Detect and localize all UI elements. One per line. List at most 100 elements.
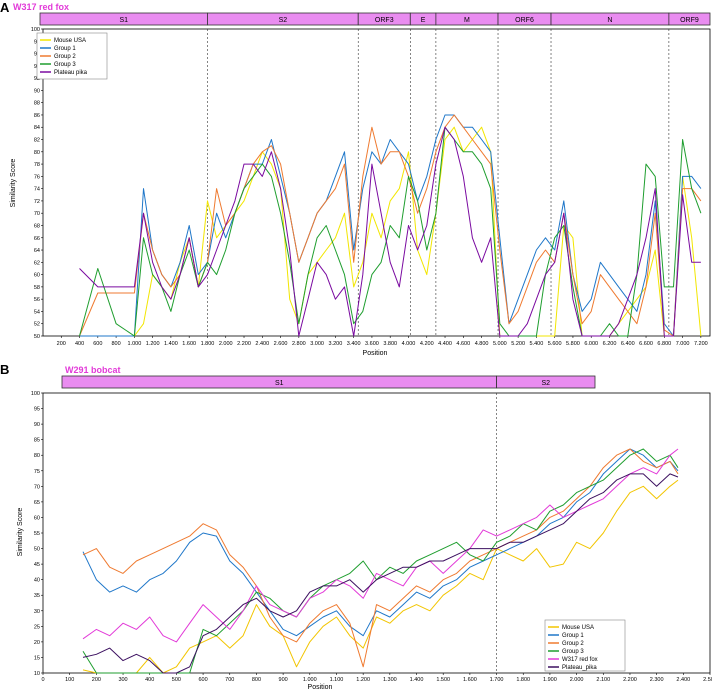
x-tick-label: 7.000 <box>676 341 690 347</box>
panel-a-x-axis: 200 400 600 800 1.000 1.200 1.400 1.600 1.800 2.0… <box>57 336 708 347</box>
panel-a-ylabel: Similarity Score <box>10 159 17 208</box>
y-tick-label: 85 <box>34 438 40 444</box>
x-tick-label: 300 <box>118 677 127 683</box>
region-label: S2 <box>279 17 288 24</box>
y-tick-label: 95 <box>34 407 40 413</box>
y-tick-label: 60 <box>34 515 40 521</box>
y-tick-label: 64 <box>34 248 40 254</box>
x-tick-label: 900 <box>279 677 288 683</box>
series-line-plateau-pika <box>79 126 701 337</box>
panel-a-plot-frame <box>42 28 711 337</box>
y-tick-label: 90 <box>34 88 40 94</box>
legend-label: Plateau_pika <box>562 665 597 671</box>
y-tick-label: 10 <box>34 671 40 677</box>
panel-a-region-bar: S1 S2 ORF3 E M ORF6 N ORF9 <box>39 12 711 26</box>
x-tick-label: 1.400 <box>410 677 424 683</box>
panel-b: B W291 bobcat S1 S2 10 15 20 25 30 35 40 45 50 55 6… <box>0 362 712 691</box>
region-label: ORF6 <box>515 17 534 24</box>
x-tick-label: 4.800 <box>475 341 489 347</box>
y-tick-label: 84 <box>34 125 40 131</box>
region-label: S1 <box>119 17 128 24</box>
x-tick-label: 5.000 <box>493 341 507 347</box>
y-tick-label: 72 <box>34 199 40 205</box>
x-tick-label: 4.000 <box>402 341 416 347</box>
series-line-group-2 <box>82 448 679 668</box>
x-tick-label: 3.000 <box>310 341 324 347</box>
x-tick-label: 2.500 <box>703 677 712 683</box>
y-tick-label: 65 <box>34 500 40 506</box>
x-tick-label: 2.400 <box>255 341 269 347</box>
panel-a-legend: Mouse USA Group 1 Group 2 Group 3 Plateau pi… <box>36 32 108 80</box>
panel-b-series <box>82 448 679 674</box>
region-label: ORF3 <box>375 17 394 24</box>
panel-b-ylabel: Similarity Score <box>17 508 24 557</box>
x-tick-label: 2.200 <box>237 341 251 347</box>
panel-b-y-axis: 10 15 20 25 30 35 40 45 50 55 60 65 70 75 80 85 90 95 100 <box>31 391 43 677</box>
region-label: S2 <box>541 380 550 387</box>
x-tick-label: 400 <box>75 341 84 347</box>
panel-b-xlabel: Position <box>308 684 333 691</box>
x-tick-label: 1.300 <box>383 677 397 683</box>
x-tick-label: 800 <box>112 341 121 347</box>
panel-b-x-axis: 0 100 200 300 400 500 600 700 800 900 1.000 1.100 1.… <box>41 673 712 683</box>
x-tick-label: 1.000 <box>303 677 317 683</box>
legend-label: Group 2 <box>54 54 76 60</box>
x-tick-label: 1.800 <box>516 677 530 683</box>
x-tick-label: 2.400 <box>676 677 690 683</box>
x-tick-label: 5.600 <box>548 341 562 347</box>
x-tick-label: 0 <box>41 677 44 683</box>
x-tick-label: 1.600 <box>182 341 196 347</box>
x-tick-label: 100 <box>65 677 74 683</box>
legend-box <box>544 619 626 672</box>
y-tick-label: 25 <box>34 624 40 630</box>
y-tick-label: 52 <box>34 322 40 328</box>
y-tick-label: 76 <box>34 174 40 180</box>
y-tick-label: 70 <box>34 211 40 217</box>
region-label: ORF9 <box>680 17 699 24</box>
x-tick-label: 200 <box>57 341 66 347</box>
panel-b-title: W291 bobcat <box>65 365 121 375</box>
x-tick-label: 5.400 <box>530 341 544 347</box>
x-tick-label: 3.600 <box>365 341 379 347</box>
x-tick-label: 400 <box>145 677 154 683</box>
y-tick-label: 62 <box>34 260 40 266</box>
y-tick-label: 100 <box>31 391 40 397</box>
panel-a-title: W317 red fox <box>13 2 69 12</box>
legend-label: W317 red fox <box>562 657 598 663</box>
panel-a-xlabel: Position <box>363 350 388 357</box>
y-tick-label: 50 <box>34 334 40 340</box>
panel-b-letter: B <box>0 362 9 377</box>
y-tick-label: 50 <box>34 547 40 553</box>
x-tick-label: 1.800 <box>201 341 215 347</box>
x-tick-label: 200 <box>92 677 101 683</box>
x-tick-label: 2.200 <box>623 677 637 683</box>
legend-label: Group 3 <box>562 649 584 655</box>
legend-label: Plateau pika <box>54 70 88 76</box>
x-tick-label: 6.600 <box>639 341 653 347</box>
x-tick-label: 6.200 <box>603 341 617 347</box>
y-tick-label: 86 <box>34 113 40 119</box>
panel-b-region-bar: S1 S2 <box>61 375 596 389</box>
series-line-mouse-usa <box>82 479 679 674</box>
x-tick-label: 1.200 <box>356 677 370 683</box>
x-tick-label: 3.200 <box>329 341 343 347</box>
legend-label: Mouse USA <box>562 625 594 631</box>
x-tick-label: 6.000 <box>584 341 598 347</box>
y-tick-label: 78 <box>34 162 40 168</box>
legend-label: Group 1 <box>562 633 584 639</box>
series-line-group-1 <box>79 114 702 337</box>
panel-a-region-dividers <box>207 29 670 336</box>
legend-label: Mouse USA <box>54 38 86 44</box>
y-tick-label: 60 <box>34 273 40 279</box>
x-tick-label: 4.400 <box>438 341 452 347</box>
y-tick-label: 35 <box>34 593 40 599</box>
x-tick-label: 1.200 <box>146 341 160 347</box>
y-tick-label: 56 <box>34 297 40 303</box>
y-tick-label: 70 <box>34 484 40 490</box>
panel-a-series <box>79 114 702 337</box>
x-tick-label: 7.200 <box>694 341 708 347</box>
y-tick-label: 74 <box>34 187 40 193</box>
y-tick-label: 66 <box>34 236 40 242</box>
y-tick-label: 82 <box>34 138 40 144</box>
